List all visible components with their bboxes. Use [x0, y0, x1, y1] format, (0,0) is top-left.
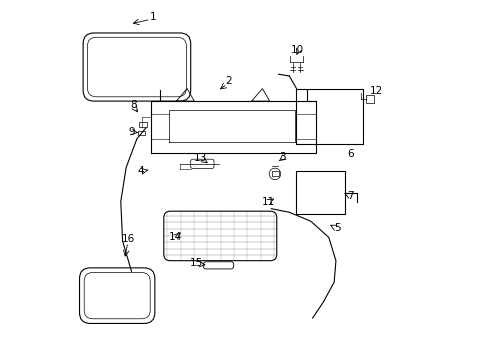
Text: 8: 8	[130, 100, 137, 110]
Text: 11: 11	[262, 197, 275, 207]
Text: 5: 5	[333, 224, 340, 233]
Text: 16: 16	[121, 234, 134, 244]
Text: 9: 9	[128, 127, 135, 136]
Bar	[138, 131, 145, 135]
Text: 13: 13	[194, 153, 207, 163]
Text: 2: 2	[224, 76, 231, 86]
Bar	[271, 171, 278, 176]
Text: 14: 14	[169, 232, 182, 242]
Text: 1: 1	[149, 12, 156, 22]
Text: 12: 12	[369, 86, 382, 96]
Bar	[139, 122, 146, 127]
Text: 10: 10	[290, 45, 304, 55]
Text: 4: 4	[137, 166, 143, 176]
Text: 7: 7	[346, 191, 353, 201]
Text: 6: 6	[346, 149, 353, 159]
Bar	[366, 95, 373, 103]
FancyBboxPatch shape	[203, 262, 233, 269]
Text: 15: 15	[189, 258, 203, 268]
FancyBboxPatch shape	[190, 159, 214, 168]
Text: 3: 3	[278, 152, 285, 162]
